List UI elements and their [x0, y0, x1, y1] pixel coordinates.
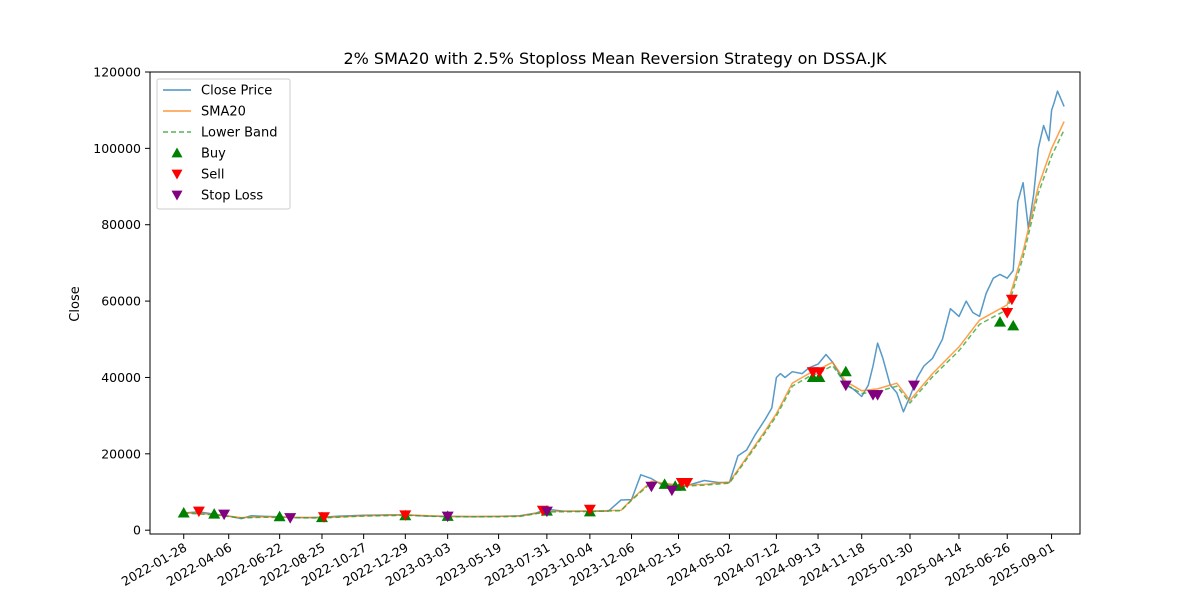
plot-area	[149, 71, 1081, 535]
legend-label-close-price: Close Price	[201, 84, 272, 99]
sell-marker	[1001, 308, 1014, 319]
y-tick-label: 120000	[93, 65, 141, 80]
stop-loss-marker	[218, 509, 231, 521]
x-axis: 2022-01-282022-04-062022-06-222022-08-25…	[119, 534, 1057, 589]
legend: Close Price SMA20 Lower Band Buy Sell Stop Lo…	[156, 78, 291, 210]
buy-marker	[273, 510, 286, 522]
series-line-close-price	[183, 90, 1065, 520]
sell-marker	[681, 478, 694, 489]
series-line-lower-band	[183, 129, 1065, 519]
sell-marker	[813, 367, 826, 378]
stop-loss-marker	[908, 380, 920, 392]
buy-marker	[994, 316, 1006, 327]
series-line-sma20	[183, 121, 1065, 519]
stop-loss-marker	[665, 485, 678, 497]
legend-swatch-stop-loss	[171, 190, 183, 201]
stop-loss-marker	[645, 481, 658, 493]
plot-frame	[149, 71, 1081, 535]
sell-marker	[318, 512, 330, 523]
buy-marker	[839, 365, 852, 377]
legend-label-sma20: SMA20	[201, 105, 246, 120]
legend-label-stop-loss: Stop Loss	[201, 189, 263, 204]
stop-loss-marker	[540, 506, 553, 518]
buy-marker	[1007, 319, 1020, 331]
sell-marker	[399, 510, 412, 521]
stop-loss-marker	[441, 511, 454, 523]
legend-label-buy: Buy	[201, 147, 226, 162]
y-tick-label: 20000	[101, 446, 141, 461]
buy-marker	[208, 508, 221, 519]
legend-swatch-sell	[171, 169, 183, 180]
sell-marker	[583, 504, 596, 516]
legend-swatch-buy	[171, 147, 183, 158]
y-tick-label: 100000	[93, 141, 141, 156]
legend-label-sell: Sell	[201, 168, 224, 183]
chart-title: 2% SMA20 with 2.5% Stoploss Mean Reversi…	[343, 49, 887, 68]
buy-marker	[177, 507, 190, 518]
y-axis-label: Close	[68, 286, 83, 321]
y-tick-label: 60000	[101, 294, 141, 309]
stop-loss-marker	[839, 380, 852, 392]
y-tick-label: 80000	[101, 217, 141, 232]
legend-label-lower-band: Lower Band	[201, 126, 277, 141]
stop-loss-marker	[284, 513, 297, 524]
stop-loss-marker	[871, 390, 884, 401]
y-tick-label: 0	[133, 523, 141, 538]
series-layer	[183, 90, 1065, 520]
y-tick-label: 40000	[101, 370, 141, 385]
y-axis: 0 20000 40000 60000 80000 100000 120000	[93, 65, 150, 538]
marker-layer	[177, 294, 1020, 524]
sell-marker	[192, 506, 205, 518]
sell-marker	[1005, 294, 1018, 306]
